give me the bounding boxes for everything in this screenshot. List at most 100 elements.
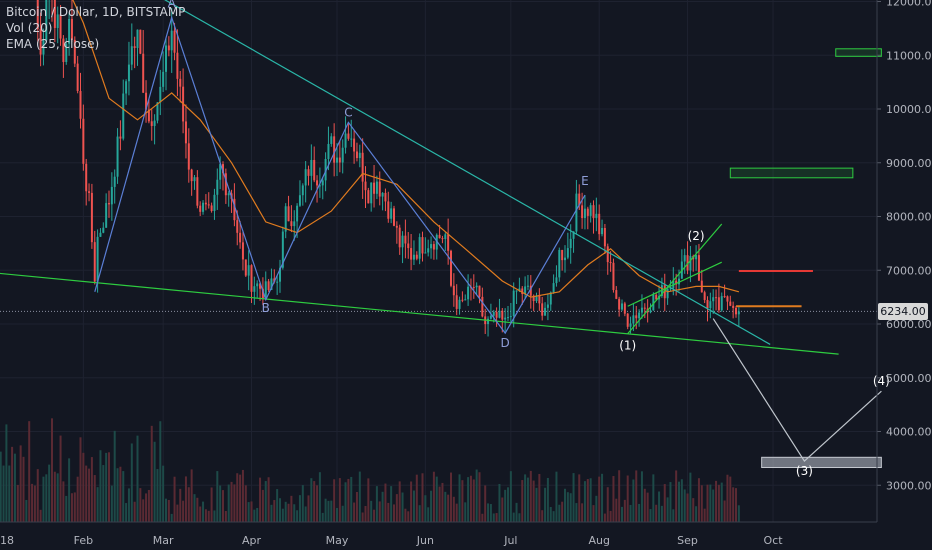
volume-bar — [298, 495, 301, 522]
volume-bar — [358, 471, 361, 522]
volume-bar — [48, 464, 51, 522]
candle-body — [219, 164, 222, 180]
y-tick-label: 6000.00 — [886, 318, 932, 331]
candle-body — [99, 232, 102, 237]
candle-body — [173, 30, 176, 53]
candle-body — [279, 267, 281, 282]
candle-body — [569, 238, 572, 249]
volume-bar — [33, 485, 36, 522]
wave-label: (3) — [796, 464, 813, 478]
candle-body — [361, 152, 364, 182]
candle-body — [512, 290, 515, 317]
volume-bar — [472, 479, 475, 522]
x-tick-label: Jun — [416, 534, 434, 547]
volume-bar — [318, 472, 321, 522]
candle-body — [507, 317, 509, 319]
candle-body — [287, 206, 290, 222]
candle-body — [196, 177, 199, 206]
candle-body — [407, 243, 410, 249]
volume-bar — [404, 508, 407, 522]
candle-body — [521, 288, 524, 295]
ema-line — [72, 0, 740, 298]
volume-bar — [612, 476, 615, 522]
volume-bar — [284, 501, 287, 522]
volume-bar — [264, 481, 267, 522]
volume-bar — [697, 478, 700, 522]
volume-bar — [296, 510, 299, 522]
candle-body — [412, 254, 415, 260]
volume-bar — [586, 479, 589, 522]
volume-bars — [0, 418, 740, 522]
volume-bar — [498, 483, 501, 522]
candle-body — [70, 18, 73, 40]
candle-body — [603, 228, 606, 247]
candle-body — [150, 121, 153, 126]
candle-body — [475, 285, 478, 288]
candle-body — [572, 231, 575, 239]
candle-body — [695, 255, 698, 260]
candle-body — [401, 235, 404, 248]
volume-bar — [395, 494, 398, 522]
volume-bar — [441, 482, 444, 522]
candle-body — [629, 323, 632, 327]
candle-body — [224, 173, 227, 196]
candle-body — [415, 254, 418, 259]
y-tick-label: 5000.00 — [886, 372, 932, 385]
candle-body — [39, 28, 42, 55]
candle-body — [501, 310, 504, 320]
candle-body — [438, 234, 441, 239]
volume-bar — [475, 469, 478, 522]
candle-body — [333, 136, 336, 163]
volume-bar — [99, 450, 102, 522]
volume-bar — [276, 489, 279, 522]
candle-body — [298, 195, 301, 206]
volume-bar — [116, 468, 119, 522]
volume-bar — [575, 503, 578, 522]
volume-bar — [68, 458, 71, 522]
candle-body — [96, 236, 99, 282]
candle-body — [464, 299, 467, 301]
x-tick-label: Mar — [153, 534, 174, 547]
candle-body — [558, 249, 561, 278]
volume-bar — [461, 480, 464, 522]
candle-body — [410, 248, 413, 260]
volume-bar — [184, 476, 187, 522]
candle-body — [324, 159, 327, 181]
y-tick-label: 12000.00 — [886, 0, 932, 9]
candle-body — [364, 181, 367, 191]
ema-legend[interactable]: EMA (25, close) — [6, 37, 100, 51]
volume-bar — [615, 498, 618, 522]
last-price-label: 6234.00 — [878, 302, 928, 320]
volume-legend[interactable]: Vol (20) — [6, 21, 53, 35]
candle-body — [450, 250, 452, 286]
symbol-title[interactable]: Bitcoin / Dollar, 1D, BITSTAMP — [6, 5, 186, 19]
volume-bar — [430, 490, 433, 522]
x-tick-label: Apr — [242, 534, 262, 547]
volume-bar — [375, 486, 378, 522]
volume-bar — [281, 508, 284, 522]
volume-bar — [418, 505, 421, 522]
volume-bar — [196, 497, 199, 522]
candle-body — [190, 169, 193, 182]
volume-bar — [717, 484, 720, 522]
candle-body — [167, 45, 170, 51]
volume-bar — [618, 470, 621, 522]
candle-body — [430, 244, 433, 249]
volume-bar — [230, 481, 233, 522]
volume-bar — [643, 488, 646, 522]
volume-bar — [207, 510, 210, 522]
volume-bar — [336, 507, 338, 522]
candle-body — [347, 133, 350, 139]
volume-bar — [635, 470, 638, 522]
candle-body — [179, 78, 182, 87]
candle-body — [546, 304, 549, 308]
candle-body — [643, 307, 646, 309]
candle-body — [384, 192, 387, 202]
volume-bar — [39, 509, 42, 522]
candle-body — [575, 193, 578, 232]
volume-bar — [512, 512, 515, 522]
candle-body — [489, 315, 492, 319]
wave-label: (2) — [688, 229, 705, 243]
volume-bar — [253, 509, 256, 522]
